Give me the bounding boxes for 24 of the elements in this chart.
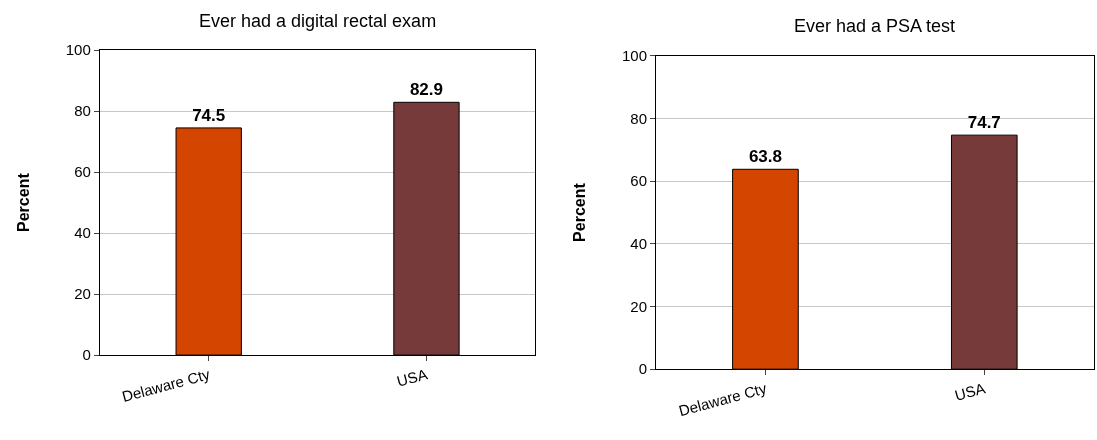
y-tick-label: 100 [65, 41, 91, 59]
y-tick-label: 60 [74, 163, 91, 181]
y-tick-label: 40 [74, 224, 91, 242]
y-tick-label: 80 [630, 109, 648, 127]
y-axis-title: Percent [570, 182, 588, 242]
chart-title: Ever had a digital rectal exam [199, 11, 437, 31]
y-tick-label: 100 [621, 47, 648, 65]
y-tick-label: 20 [630, 297, 648, 315]
data-label: 74.5 [192, 105, 226, 125]
y-tick-label: 40 [630, 235, 648, 253]
data-label: 82.9 [409, 80, 443, 100]
data-label: 74.7 [967, 113, 1001, 133]
chart-title: Ever had a PSA test [794, 16, 956, 36]
y-tick-label: 0 [638, 360, 648, 378]
y-tick-label: 80 [74, 102, 91, 120]
y-tick-label: 0 [82, 346, 91, 364]
y-axis-title: Percent [14, 172, 32, 232]
y-tick-label: 20 [74, 285, 91, 303]
y-tick-label: 60 [630, 172, 648, 190]
x-tick-label: Delaware Cty [120, 365, 212, 406]
x-tick-label: USA [952, 379, 987, 404]
data-label: 63.8 [748, 147, 782, 167]
x-tick-label: Delaware Cty [676, 379, 769, 420]
x-tick-label: USA [394, 365, 430, 390]
